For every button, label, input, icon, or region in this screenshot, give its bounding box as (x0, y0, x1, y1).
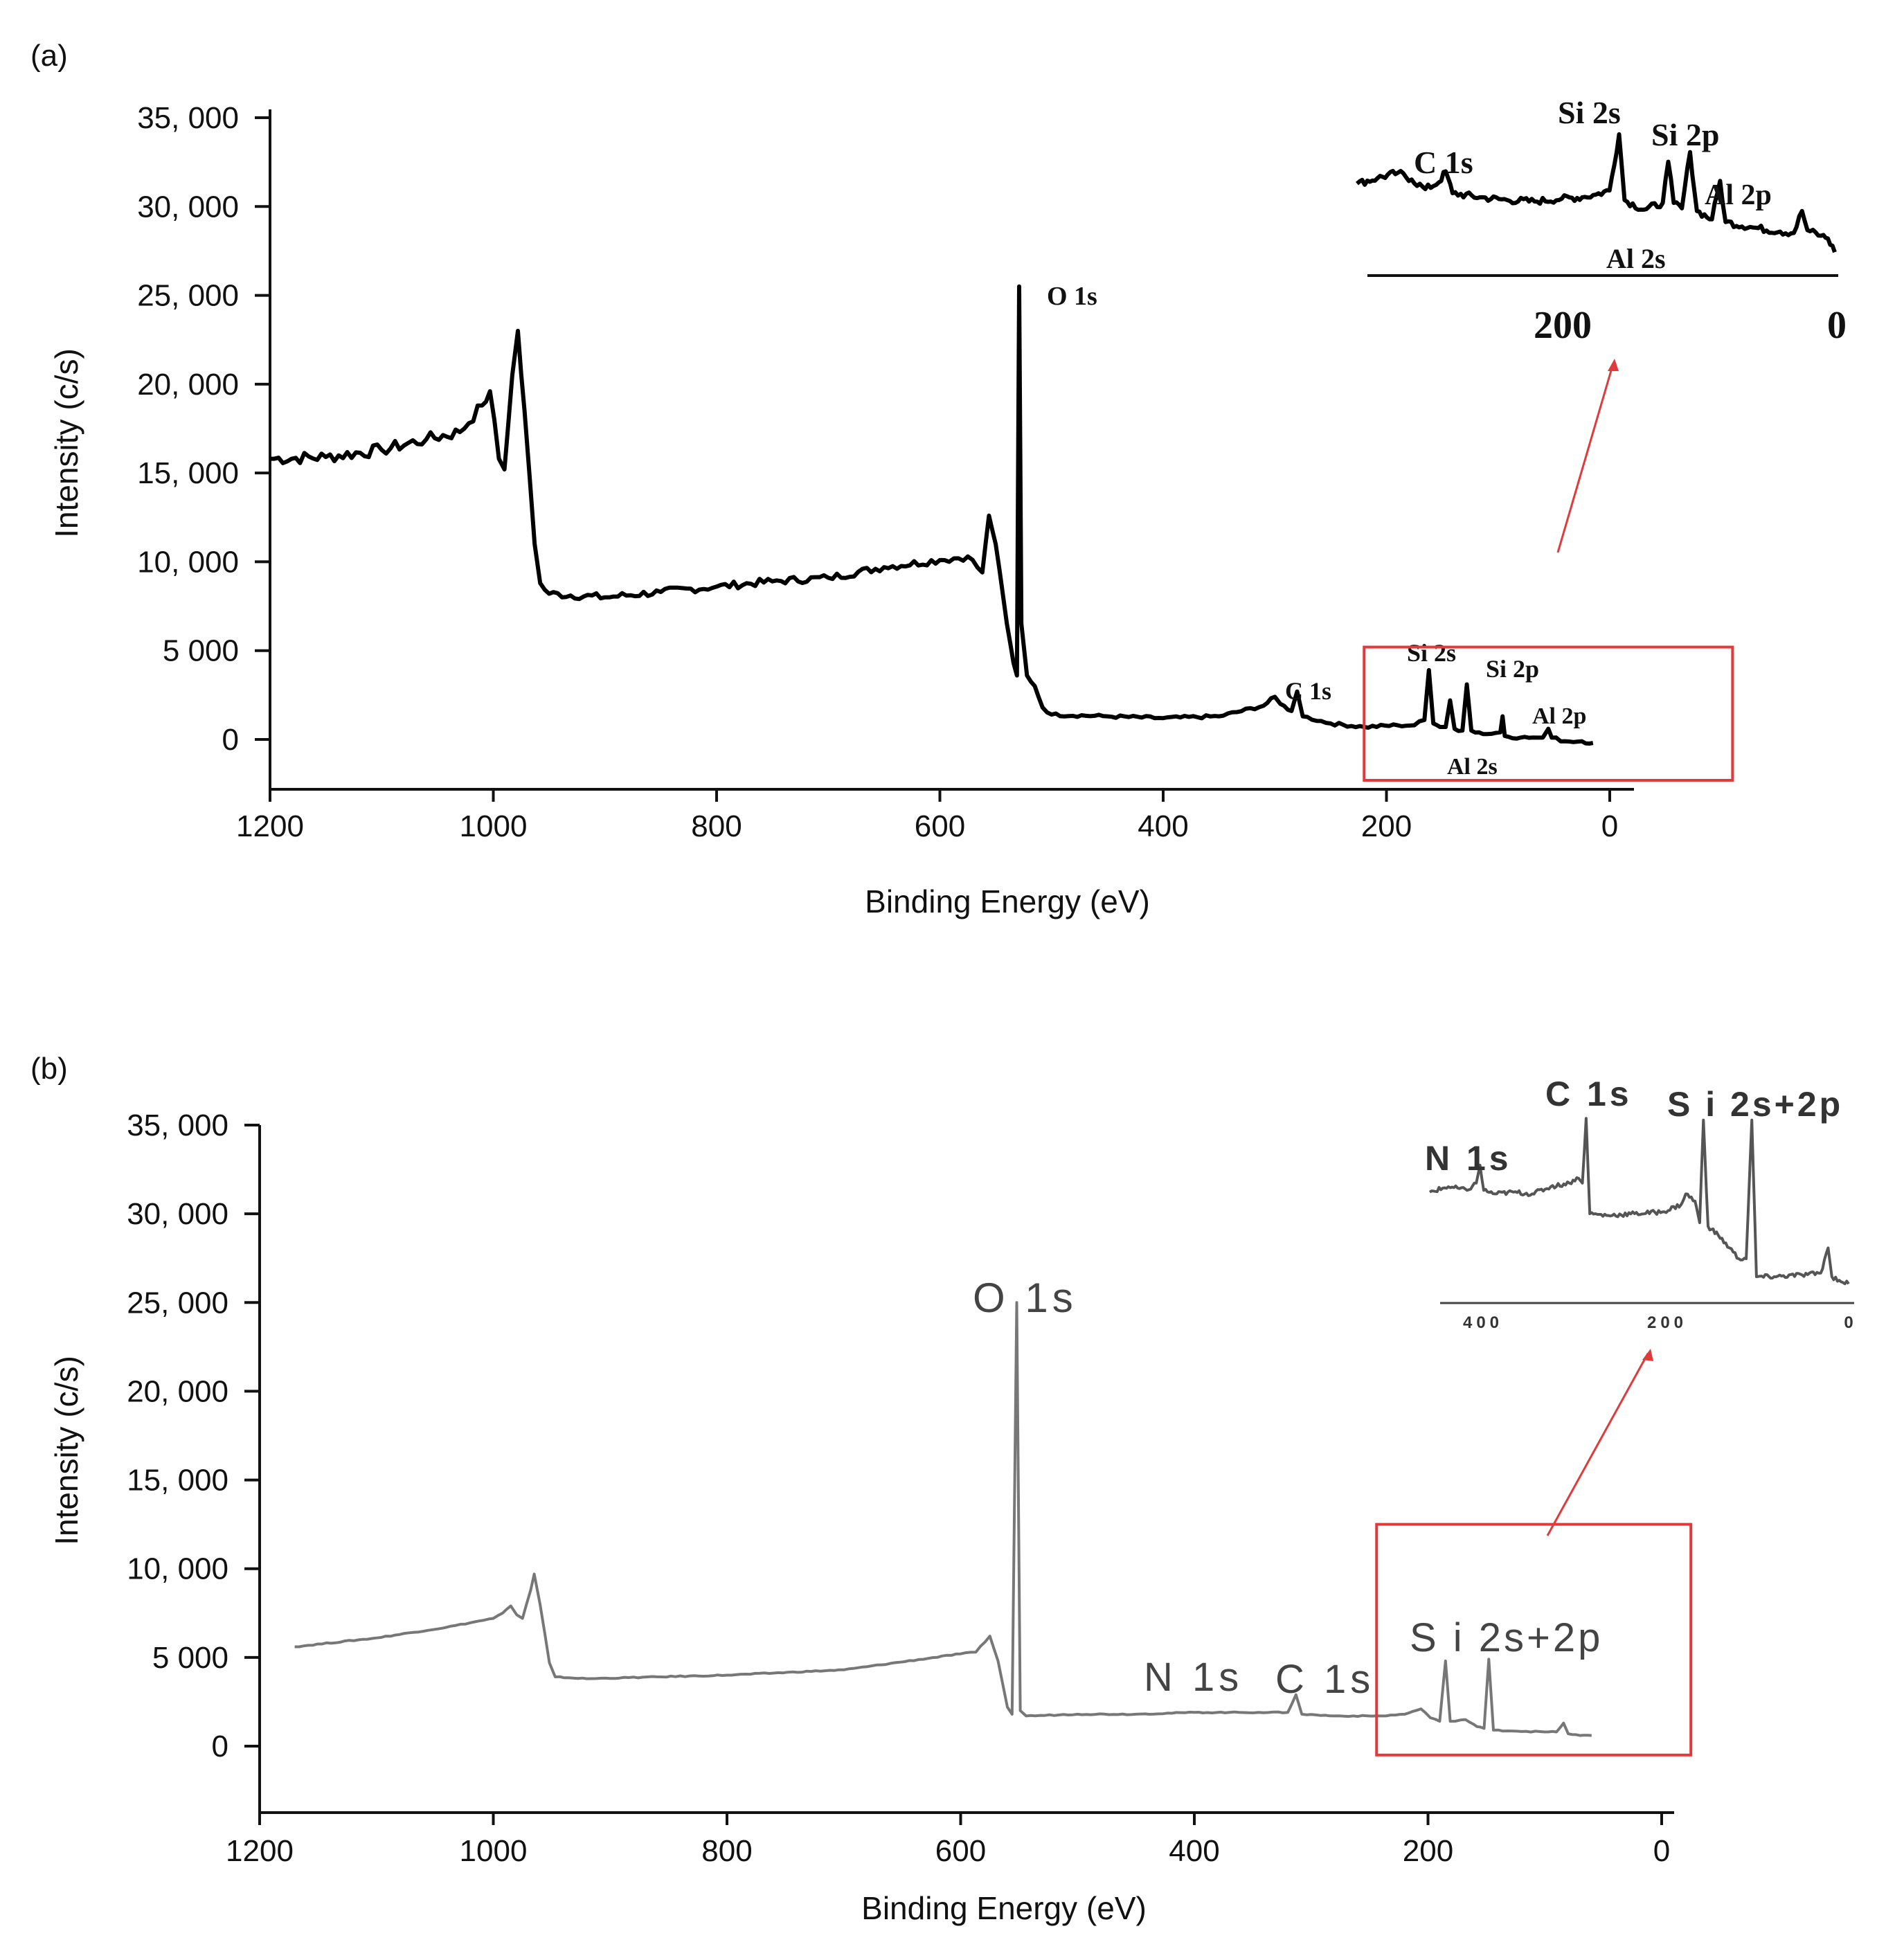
y-tick-label: 5 000 (152, 1641, 228, 1675)
panel-a-label-o1s: O 1s (1047, 282, 1097, 311)
x-tick-label: 800 (691, 809, 742, 843)
panel-b-inset-label-si2s2p: S i 2s+2p (1667, 1085, 1843, 1124)
x-tick-label: 400 (1169, 1834, 1219, 1868)
panel-a-inset-label-si2s: Si 2s (1558, 95, 1621, 130)
y-tick-label: 30, 000 (127, 1197, 228, 1231)
panel-a-inset-spectrum (1356, 132, 1837, 253)
panel-a-zoom-box (1363, 645, 1734, 782)
panel-b-inset: 400 200 0 N 1s C 1s S i 2s+2p (1425, 1075, 1854, 1332)
panel-b-inset-tick-0: 0 (1844, 1313, 1853, 1332)
x-tick-label: 0 (1653, 1834, 1670, 1868)
x-tick-label: 1000 (460, 1834, 528, 1868)
panel-a-x-label: Binding Energy (eV) (865, 883, 1150, 919)
panel-b-spectrum-line (294, 1301, 1592, 1737)
y-tick-label: 0 (212, 1730, 228, 1763)
x-tick-label: 1200 (236, 809, 304, 843)
x-tick-label: 600 (935, 1834, 986, 1868)
panel-b-zoom-arrowhead (1642, 1349, 1653, 1361)
panel-a-inset: 200 0 C 1s Si 2s Si 2p Al 2p Al 2s (1356, 95, 1847, 347)
panel-b-inset-tick-400: 400 (1463, 1313, 1503, 1332)
panel-b-inset-spectrum (1428, 1117, 1850, 1286)
y-tick-label: 35, 000 (137, 101, 239, 135)
x-tick-label: 400 (1138, 809, 1188, 843)
panel-a-label-si2p: Si 2p (1486, 655, 1539, 683)
y-tick-label: 10, 000 (127, 1552, 228, 1586)
panel-a-inset-label-al2p: Al 2p (1705, 179, 1772, 211)
panel-a-label: (a) (30, 39, 68, 73)
panel-a-label-c1s: C 1s (1285, 677, 1331, 705)
y-tick-label: 35, 000 (127, 1108, 228, 1142)
y-tick-label: 20, 000 (137, 368, 239, 402)
x-tick-label: 1000 (460, 809, 528, 843)
panel-a-zoom-arrowhead (1608, 359, 1619, 371)
y-tick-label: 25, 000 (127, 1286, 228, 1320)
y-tick-label: 30, 000 (137, 190, 239, 224)
panel-a-label-si2s: Si 2s (1407, 639, 1456, 667)
panel-b-inset-tick-200: 200 (1647, 1313, 1687, 1332)
panel-b-label-n1s: N 1s (1144, 1655, 1243, 1700)
x-tick-label: 800 (701, 1834, 752, 1868)
x-tick-label: 0 (1601, 809, 1618, 843)
x-tick-label: 600 (915, 809, 965, 843)
panel-b-zoom-box (1375, 1523, 1693, 1757)
panel-b-label: (b) (30, 1052, 68, 1086)
x-tick-label: 1200 (226, 1834, 294, 1868)
y-tick-label: 10, 000 (137, 545, 239, 579)
panel-b-zoom-pointer (1546, 1353, 1649, 1536)
y-tick-label: 25, 000 (137, 279, 239, 313)
panel-b-inset-label-c1s: C 1s (1545, 1075, 1633, 1113)
panel-a-label-al2s: Al 2s (1447, 754, 1498, 780)
panel-a: (a) 35, 000 30, 000 25, 000 20, 000 15, 000 1… (30, 39, 1847, 919)
x-tick-label: 200 (1403, 1834, 1453, 1868)
y-tick-label: 15, 000 (137, 456, 239, 490)
panel-a-inset-tick-200: 200 (1534, 304, 1592, 347)
panel-a-inset-label-al2s: Al 2s (1606, 243, 1666, 274)
panel-a-zoom-pointer (1556, 363, 1615, 553)
y-tick-label: 5 000 (163, 634, 239, 668)
panel-a-inset-label-si2p: Si 2p (1651, 117, 1719, 152)
panel-b-label-si2s2p: S i 2s+2p (1410, 1615, 1603, 1660)
panel-a-inset-label-c1s: C 1s (1414, 145, 1473, 180)
y-tick-label: 15, 000 (127, 1464, 228, 1498)
y-tick-label: 0 (222, 723, 239, 757)
panel-b-inset-label-n1s: N 1s (1425, 1139, 1512, 1178)
y-tick-label: 20, 000 (127, 1374, 228, 1408)
panel-b: (b) 35, 000 30, 000 25, 000 20, 000 15, 000 1… (30, 1052, 1854, 1926)
panel-a-spectrum-line (270, 284, 1594, 746)
panel-b-x-label: Binding Energy (eV) (861, 1890, 1147, 1926)
x-tick-label: 200 (1361, 809, 1412, 843)
panel-b-y-label: Intensity (c/s) (48, 1356, 84, 1545)
panel-b-label-c1s: C 1s (1275, 1657, 1374, 1702)
panel-a-y-label: Intensity (c/s) (48, 348, 84, 538)
panel-b-label-o1s: O 1s (973, 1275, 1077, 1321)
panel-a-inset-tick-0: 0 (1827, 304, 1847, 347)
panel-a-label-al2p: Al 2p (1532, 703, 1586, 729)
